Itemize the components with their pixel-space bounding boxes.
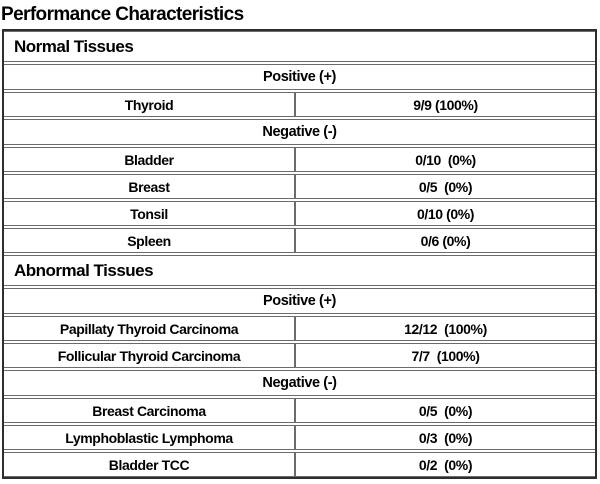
tissue-value: 9/9 (100%) — [413, 96, 478, 113]
tissue-value: 12/12 (100%) — [404, 320, 487, 337]
table-row-bladder-tcc: Bladder TCC 0/2 (0%) — [4, 452, 595, 477]
tissue-value: 0/3 (0%) — [418, 429, 473, 446]
tissue-value: 7/7 (100%) — [411, 347, 480, 364]
table-row-breast-carcinoma: Breast Carcinoma 0/5 (0%) — [4, 398, 595, 423]
tissue-value: 0/5 (0%) — [418, 402, 473, 419]
table-row-thyroid: Thyroid 9/9 (100%) — [4, 92, 595, 117]
tissue-label: Bladder TCC — [4, 453, 296, 476]
section-header-abnormal-tissues: Abnormal Tissues — [4, 255, 595, 286]
subheader-abnormal-negative: Negative (-) — [4, 370, 595, 396]
section-title: Normal Tissues — [14, 36, 134, 56]
tissue-label: Tonsil — [4, 202, 296, 225]
table-row-bladder: Bladder 0/10 (0%) — [4, 147, 595, 172]
tissue-label: Lymphoblastic Lymphoma — [4, 426, 296, 449]
section-header-normal-tissues: Normal Tissues — [4, 31, 595, 62]
tissue-label: Spleen — [4, 229, 296, 252]
table-row-tonsil: Tonsil 0/10 (0%) — [4, 201, 595, 226]
subheader-label: Positive (+) — [263, 69, 336, 85]
table-row-lymphoblastic-lymphoma: Lymphoblastic Lymphoma 0/3 (0%) — [4, 425, 595, 450]
tissue-label: Thyroid — [4, 93, 296, 116]
tissue-label: Bladder — [4, 148, 296, 171]
subheader-label: Negative (-) — [262, 124, 337, 140]
table-row-papillaty-thyroid-carcinoma: Papillaty Thyroid Carcinoma 12/12 (100%) — [4, 316, 595, 341]
table-row-breast: Breast 0/5 (0%) — [4, 174, 595, 199]
tissue-label: Breast — [4, 175, 296, 198]
tissue-label: Follicular Thyroid Carcinoma — [4, 344, 296, 367]
tissue-value: 0/6 (0%) — [420, 232, 471, 249]
tissue-value: 0/10 (0%) — [416, 205, 475, 222]
tissue-value: 0/2 (0%) — [418, 456, 473, 473]
table-row-follicular-thyroid-carcinoma: Follicular Thyroid Carcinoma 7/7 (100%) — [4, 343, 595, 368]
subheader-normal-positive: Positive (+) — [4, 64, 595, 90]
performance-table: Normal Tissues Positive (+) Thyroid 9/9 … — [2, 29, 597, 479]
table-row-spleen: Spleen 0/6 (0%) — [4, 228, 595, 253]
page-title: Performance Characteristics — [1, 4, 244, 25]
subheader-label: Positive (+) — [263, 293, 336, 309]
tissue-label: Papillaty Thyroid Carcinoma — [4, 317, 296, 340]
tissue-label: Breast Carcinoma — [4, 399, 296, 422]
section-title: Abnormal Tissues — [14, 260, 154, 280]
tissue-value: 0/10 (0%) — [415, 151, 476, 168]
subheader-normal-negative: Negative (-) — [4, 119, 595, 145]
tissue-value: 0/5 (0%) — [418, 178, 473, 195]
subheader-label: Negative (-) — [262, 375, 337, 391]
subheader-abnormal-positive: Positive (+) — [4, 288, 595, 314]
